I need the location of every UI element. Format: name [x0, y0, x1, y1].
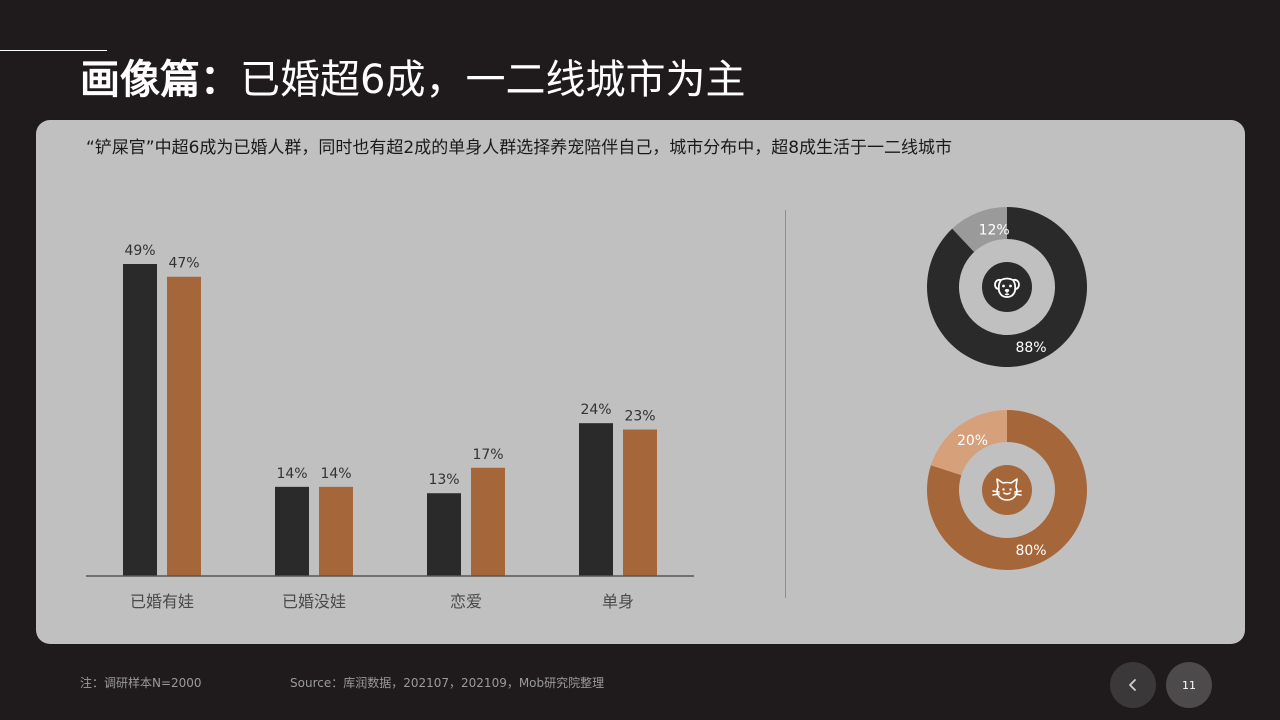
bar-brown-3	[623, 429, 657, 576]
category-tick-label: 已婚没娃	[282, 592, 346, 611]
page-title-bold: 画像篇：	[80, 57, 240, 103]
donut-slice-0	[927, 410, 1087, 570]
footer-source: Source：库润数据，202107，202109，Mob研究院整理	[290, 676, 605, 690]
bar-dark-3	[579, 423, 613, 576]
category-tick-label: 恋爱	[450, 592, 482, 611]
cat-icon	[992, 478, 1022, 501]
dog-donut-chart: 88% 12%	[927, 207, 1087, 367]
donut-slice-1	[952, 207, 1007, 253]
panel-subtitle: “铲屎官”中超6成为已婚人群，同时也有超2成的单身人群选择养宠陪伴自己，城市分布…	[86, 138, 953, 158]
bar-brown-2	[471, 467, 505, 576]
donut-slice-label-minor: 12%	[979, 222, 1010, 238]
bar-brown-0	[167, 276, 201, 576]
dog-icon-badge	[982, 262, 1032, 312]
bar-value-label: 47%	[168, 256, 199, 272]
top-rule	[0, 50, 107, 51]
cat-donut-chart: 80% 20%	[927, 410, 1087, 570]
category-tick-label: 已婚有娃	[130, 592, 194, 611]
category-tick-label: 单身	[602, 592, 634, 611]
donut-slice-1	[930, 410, 1007, 476]
footer-note: 注：调研样本N=2000	[80, 676, 202, 690]
bar-chart: 49% 47% 已婚有娃 14% 14% 已婚没娃 13% 17% 恋爱 24% 23% 单身	[86, 243, 694, 611]
page-number-badge[interactable]: 11	[1166, 662, 1212, 708]
bar-value-label: 24%	[580, 402, 611, 418]
bar-dark-2	[427, 493, 461, 576]
dog-donut-svg: 88% 12%	[927, 207, 1087, 367]
chevron-left-icon	[1129, 679, 1136, 691]
donut-slice-label-major: 80%	[1015, 543, 1046, 559]
bar-brown-1	[319, 486, 353, 576]
previous-page-button[interactable]	[1110, 662, 1156, 708]
bar-value-label: 23%	[624, 409, 655, 425]
cat-icon-badge	[982, 465, 1032, 515]
donut-slice-label-major: 88%	[1015, 340, 1046, 356]
panel-divider	[785, 210, 786, 598]
cat-donut-svg: 80% 20%	[927, 410, 1087, 570]
content-panel: “铲屎官”中超6成为已婚人群，同时也有超2成的单身人群选择养宠陪伴自己，城市分布…	[36, 120, 1245, 644]
bar-value-label: 49%	[124, 243, 155, 259]
page-title: 画像篇：已婚超6成，一二线城市为主	[80, 52, 745, 108]
donut-slice-label-minor: 20%	[957, 433, 988, 449]
bar-value-label: 14%	[320, 466, 351, 482]
donut-slice-0	[927, 207, 1087, 367]
page-number: 11	[1182, 678, 1196, 692]
bar-dark-1	[275, 486, 309, 576]
dog-icon	[994, 277, 1020, 298]
bar-dark-0	[123, 264, 157, 576]
bar-value-label: 14%	[276, 466, 307, 482]
bar-value-label: 13%	[428, 472, 459, 488]
page-title-rest: 已婚超6成，一二线城市为主	[240, 57, 746, 103]
bar-value-label: 17%	[472, 447, 503, 463]
